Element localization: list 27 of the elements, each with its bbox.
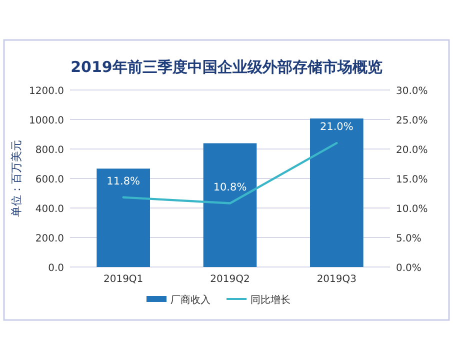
y2-tick-label: 5.0% xyxy=(396,234,422,244)
bar xyxy=(203,143,257,267)
bar xyxy=(96,168,150,267)
y-axis-title: 单位：百万美元 xyxy=(10,140,23,217)
y-tick-label: 600.0 xyxy=(35,174,64,186)
data-label: 11.8% xyxy=(106,175,140,188)
y2-tick-label: 30.0% xyxy=(396,86,428,97)
y2-tick-label: 10.0% xyxy=(396,204,428,215)
y-tick-label: 400.0 xyxy=(35,204,64,215)
data-label: 21.0% xyxy=(320,121,354,134)
y-tick-label: 0.0 xyxy=(48,263,64,274)
x-tick-label: 2019Q3 xyxy=(316,274,357,285)
data-label: 10.8% xyxy=(213,181,247,194)
y-tick-label: 1200.0 xyxy=(29,86,64,97)
y2-tick-label: 20.0% xyxy=(396,145,428,156)
y2-tick-label: 0.0% xyxy=(396,263,422,274)
y-tick-label: 200.0 xyxy=(35,234,64,244)
y2-tick-label: 15.0% xyxy=(396,174,428,186)
y-tick-label: 1000.0 xyxy=(29,116,64,126)
x-tick-label: 2019Q2 xyxy=(210,274,250,285)
y2-tick-label: 25.0% xyxy=(396,116,428,126)
legend-label: 同比增长 xyxy=(250,294,290,306)
chart-title: 2019年前三季度中国企业级外部存储市场概览 xyxy=(70,58,382,76)
x-tick-label: 2019Q1 xyxy=(103,274,144,285)
bar xyxy=(310,118,364,267)
y-tick-label: 800.0 xyxy=(35,145,64,156)
legend-label: 厂商收入 xyxy=(170,294,210,306)
